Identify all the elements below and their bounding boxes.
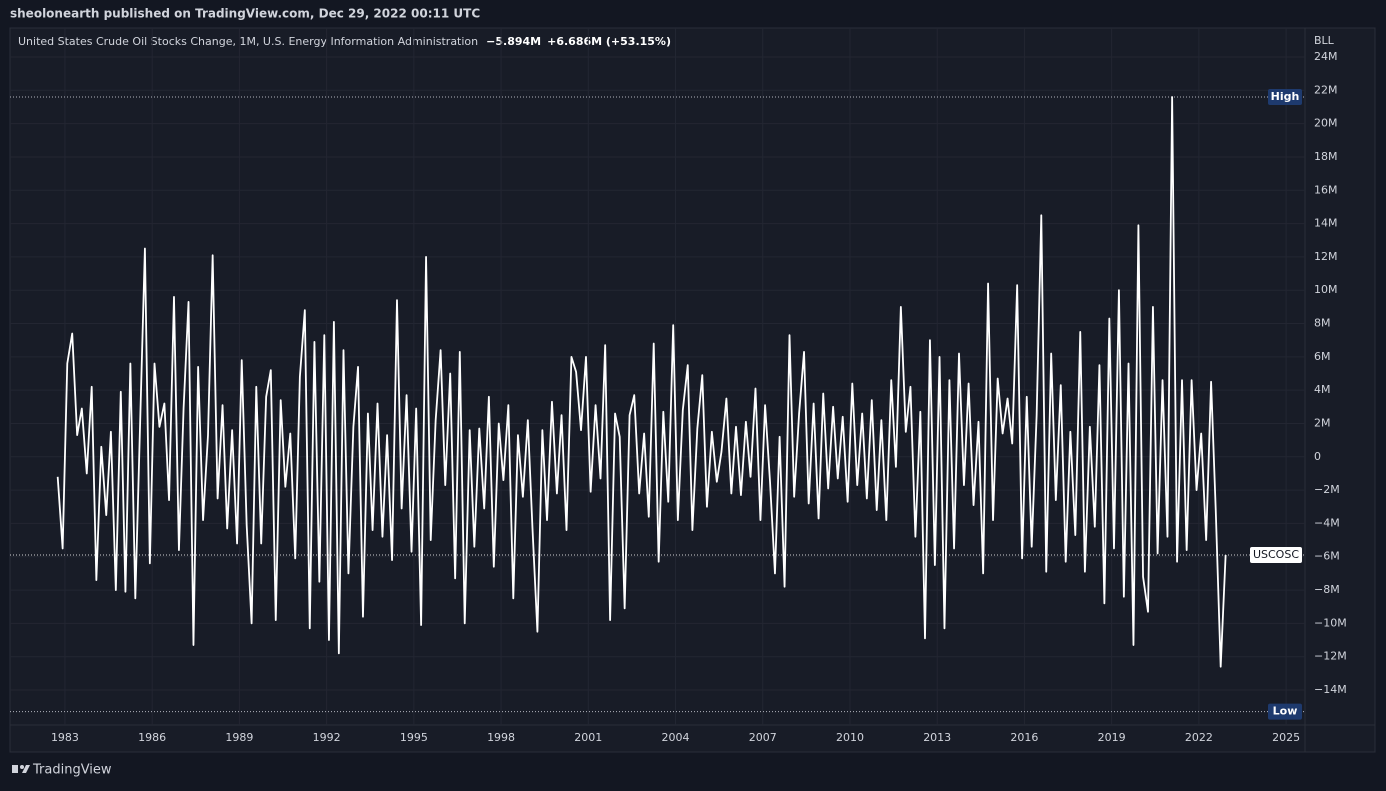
y-tick-label: −2M [1314, 483, 1340, 496]
last-value: −5.894M [486, 35, 541, 48]
y-tick-label: 2M [1314, 416, 1331, 429]
y-tick-label: 0 [1314, 450, 1321, 463]
y-tick-label: 14M [1314, 217, 1338, 230]
logo [12, 765, 30, 773]
y-tick-label: 8M [1314, 317, 1331, 330]
marker-label: High [1271, 90, 1300, 103]
series-name: USCOSC [1253, 548, 1299, 561]
series-line [56, 96, 1227, 668]
y-tick-label: 18M [1314, 150, 1338, 163]
x-tick-label: 1986 [138, 731, 166, 744]
x-tick-label: 2007 [749, 731, 777, 744]
y-tick-label: 6M [1314, 350, 1331, 363]
x-tick-label: 2019 [1098, 731, 1126, 744]
marker-badge [1268, 703, 1302, 720]
change: +6.686M (+53.15%) [547, 35, 671, 48]
x-tick-label: 1998 [487, 731, 515, 744]
x-tick-label: 2010 [836, 731, 864, 744]
y-tick-label: 12M [1314, 250, 1338, 263]
marker-label: Low [1273, 705, 1298, 718]
y-tick-label: −12M [1314, 650, 1347, 663]
x-tick-label: 2013 [923, 731, 951, 744]
x-tick-label: 1989 [225, 731, 253, 744]
brand: TradingView [32, 763, 112, 778]
x-tick-label: 2022 [1185, 731, 1213, 744]
y-tick-label: −8M [1314, 583, 1340, 596]
x-tick-label: 2001 [574, 731, 602, 744]
chart-title: United States Crude Oil Stocks Change, 1… [18, 35, 478, 48]
publisher: sheolonearth published on TradingView.co… [10, 7, 480, 21]
x-tick-label: 2016 [1010, 731, 1038, 744]
y-tick-label: −4M [1314, 516, 1340, 529]
y-tick-label: −6M [1314, 550, 1340, 563]
y-tick-label: −14M [1314, 683, 1347, 696]
y-tick-label: 22M [1314, 83, 1338, 96]
x-tick-label: 1983 [51, 731, 79, 744]
y-tick-label: 16M [1314, 183, 1338, 196]
y-tick-label: 4M [1314, 383, 1331, 396]
y-tick-label: 24M [1314, 50, 1338, 63]
y-tick-label: 10M [1314, 283, 1338, 296]
x-tick-label: 1995 [400, 731, 428, 744]
series-badge [1250, 546, 1302, 563]
x-tick-label: 2025 [1272, 731, 1300, 744]
y-tick-label: −10M [1314, 616, 1347, 629]
marker-badge [1268, 88, 1302, 105]
x-tick-label: 2004 [662, 731, 690, 744]
y-tick-label: 20M [1314, 117, 1338, 130]
unit-label: BLL [1314, 34, 1335, 47]
x-tick-label: 1992 [313, 731, 341, 744]
